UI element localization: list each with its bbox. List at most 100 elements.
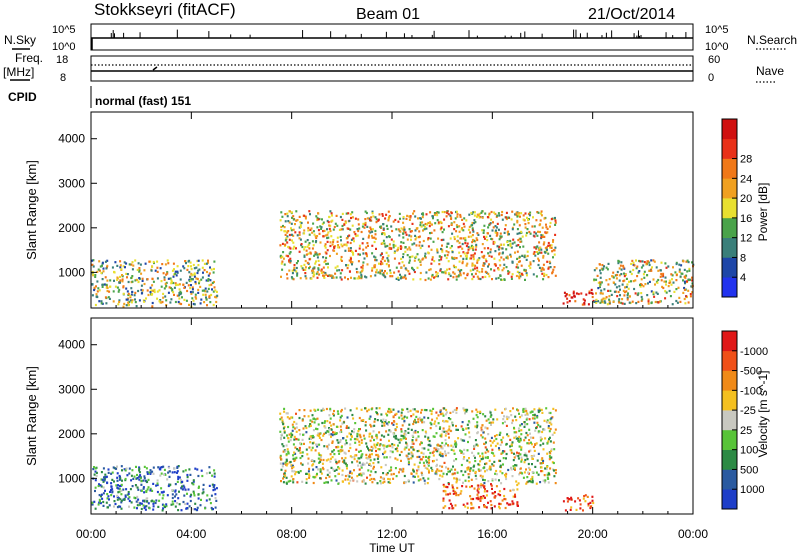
scatter-cell bbox=[384, 217, 387, 220]
scatter-cell bbox=[543, 419, 546, 422]
scatter-cell bbox=[485, 462, 488, 465]
scatter-cell bbox=[398, 262, 401, 265]
scatter-cell bbox=[118, 478, 121, 481]
scatter-cell bbox=[309, 435, 312, 438]
scatter-cell bbox=[201, 474, 204, 478]
scatter-cell bbox=[476, 238, 479, 242]
scatter-cell bbox=[433, 276, 435, 279]
scatter-cell bbox=[353, 240, 355, 243]
scatter-cell bbox=[310, 437, 312, 440]
scatter-cell bbox=[182, 283, 185, 286]
scatter-cell bbox=[200, 498, 202, 501]
scatter-cell bbox=[312, 436, 315, 439]
scatter-cell bbox=[322, 235, 325, 238]
scatter-cell bbox=[541, 234, 544, 237]
scatter-cell bbox=[190, 278, 193, 281]
scatter-cell bbox=[291, 272, 294, 275]
scatter-cell bbox=[307, 252, 310, 255]
scatter-cell bbox=[432, 240, 435, 243]
scatter-cell bbox=[329, 274, 332, 278]
scatter-cell bbox=[439, 410, 442, 413]
scatter-cell bbox=[146, 480, 149, 483]
scatter-cell bbox=[320, 472, 323, 475]
scatter-cell bbox=[691, 282, 694, 285]
scatter-cell bbox=[525, 454, 528, 457]
scatter-cell bbox=[136, 504, 139, 507]
scatter-cell bbox=[475, 243, 478, 246]
scatter-cell bbox=[492, 464, 495, 467]
scatter-cell bbox=[295, 426, 298, 429]
scatter-cell bbox=[138, 466, 141, 469]
scatter-cell bbox=[520, 429, 523, 432]
scatter-cell bbox=[305, 249, 308, 252]
scatter-cell bbox=[392, 420, 395, 423]
scatter-cell bbox=[328, 428, 331, 431]
scatter-cell bbox=[394, 429, 397, 432]
scatter-cell bbox=[417, 435, 420, 438]
scatter-cell bbox=[540, 251, 543, 254]
scatter-cell bbox=[368, 234, 370, 237]
scatter-cell bbox=[358, 450, 360, 453]
scatter-cell bbox=[526, 476, 529, 479]
scatter-cell bbox=[195, 277, 198, 280]
scatter-cell bbox=[575, 292, 578, 295]
scatter-cell bbox=[444, 452, 447, 455]
scatter-cell bbox=[133, 294, 136, 297]
scatter-cell bbox=[465, 410, 468, 413]
scatter-cell bbox=[369, 415, 372, 418]
scatter-cell bbox=[532, 445, 535, 449]
scatter-cell bbox=[317, 468, 320, 471]
scatter-cell bbox=[505, 442, 508, 446]
scatter-cell bbox=[304, 217, 307, 220]
scatter-cell bbox=[303, 232, 306, 235]
scatter-cell bbox=[402, 417, 405, 420]
scatter-cell bbox=[296, 274, 299, 277]
scatter-cell bbox=[316, 472, 318, 475]
scatter-cell bbox=[307, 221, 309, 224]
scatter-cell bbox=[308, 476, 311, 479]
scatter-cell bbox=[483, 224, 486, 227]
scatter-cell bbox=[530, 410, 533, 413]
scatter-cell bbox=[470, 485, 473, 488]
scatter-cell bbox=[308, 473, 311, 476]
scatter-cell bbox=[623, 294, 626, 297]
scatter-cell bbox=[403, 431, 406, 434]
scatter-cell bbox=[433, 422, 436, 425]
scatter-cell bbox=[173, 467, 176, 470]
scatter-cell bbox=[348, 471, 351, 474]
scatter-cell bbox=[412, 212, 414, 215]
scatter-cell bbox=[169, 277, 172, 280]
scatter-cell bbox=[387, 219, 390, 222]
scatter-cell bbox=[471, 262, 474, 265]
scatter-cell bbox=[154, 501, 157, 505]
scatter-cell bbox=[306, 245, 309, 248]
scatter-cell bbox=[370, 470, 373, 473]
scatter-cell bbox=[193, 272, 196, 275]
colorbar-swatch bbox=[722, 489, 737, 510]
scatter-cell bbox=[305, 481, 308, 484]
scatter-cell bbox=[484, 426, 487, 429]
scatter-cell bbox=[337, 461, 340, 464]
scatter-cell bbox=[178, 476, 181, 479]
scatter-cell bbox=[489, 248, 492, 251]
scatter-cell bbox=[371, 212, 374, 215]
scatter-cell bbox=[189, 279, 192, 282]
scatter-cell bbox=[498, 490, 501, 493]
scatter-cell bbox=[453, 266, 456, 269]
scatter-cell bbox=[435, 417, 438, 420]
scatter-cell bbox=[453, 237, 456, 241]
scatter-cell bbox=[178, 297, 181, 300]
scatter-cell bbox=[413, 259, 416, 262]
scatter-cell bbox=[531, 457, 534, 460]
scatter-cell bbox=[652, 293, 655, 296]
scatter-cell bbox=[145, 297, 147, 300]
scatter-cell bbox=[516, 488, 519, 491]
scatter-cell bbox=[205, 499, 208, 502]
scatter-cell bbox=[484, 451, 487, 454]
scatter-cell bbox=[451, 232, 454, 235]
scatter-cell bbox=[452, 492, 455, 495]
scatter-cell bbox=[514, 415, 517, 418]
scatter-cell bbox=[409, 409, 412, 412]
colorbar-frame bbox=[721, 330, 738, 510]
scatter-cell bbox=[95, 293, 98, 296]
